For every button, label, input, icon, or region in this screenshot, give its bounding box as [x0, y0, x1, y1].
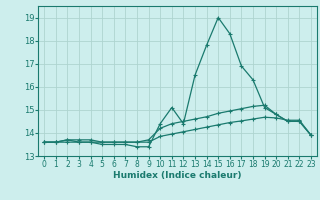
- X-axis label: Humidex (Indice chaleur): Humidex (Indice chaleur): [113, 171, 242, 180]
